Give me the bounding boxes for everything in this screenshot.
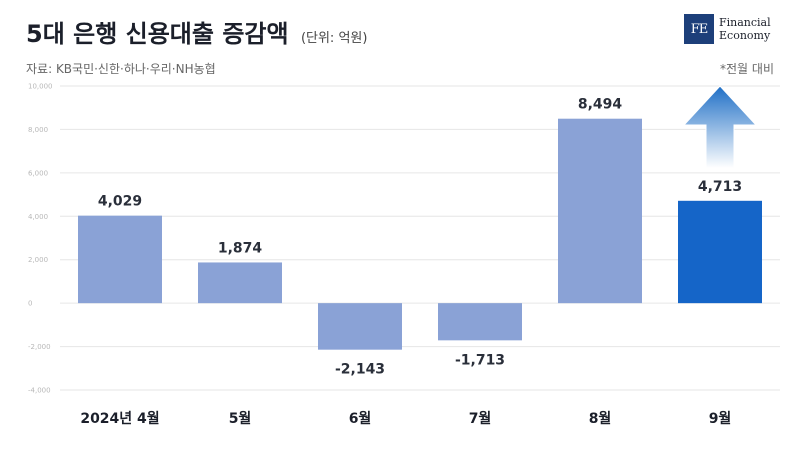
y-tick-label: 10,000 bbox=[28, 83, 53, 91]
y-tick-label: 6,000 bbox=[28, 169, 48, 177]
logo-line-1: Financial bbox=[719, 16, 771, 29]
y-tick-label: 8,000 bbox=[28, 126, 48, 134]
y-tick-label: -2,000 bbox=[28, 343, 51, 351]
y-tick-label: 2,000 bbox=[28, 256, 48, 264]
data-label: 4,029 bbox=[98, 194, 142, 210]
brand-logo: FE Financial Economy bbox=[684, 14, 771, 44]
bar bbox=[558, 118, 642, 304]
bar bbox=[198, 262, 282, 304]
x-tick-label: 9월 bbox=[709, 410, 732, 427]
bars bbox=[78, 118, 762, 350]
bar bbox=[678, 200, 762, 304]
source-note: 자료: KB국민·신한·하나·우리·NH농협 bbox=[26, 62, 216, 76]
y-tick-label: 4,000 bbox=[28, 213, 48, 221]
comparison-note: *전월 대비 bbox=[720, 62, 774, 76]
chart-title: 5대 은행 신용대출 증감액 (단위: 억원) bbox=[26, 14, 367, 49]
logo-line-2: Economy bbox=[719, 29, 771, 42]
logo-mark: FE bbox=[684, 14, 714, 44]
grid-lines: 10,000 8,000 6,000 4,000 2,000 0 -2,000 -4,000 bbox=[28, 83, 780, 395]
bar bbox=[78, 215, 162, 304]
data-label: -2,143 bbox=[335, 362, 385, 378]
title-text: 5대 은행 신용대출 증감액 bbox=[26, 20, 289, 48]
x-tick-label: 6월 bbox=[349, 410, 372, 427]
x-tick-label: 5월 bbox=[229, 410, 252, 427]
data-label: 1,874 bbox=[218, 240, 263, 256]
bar bbox=[438, 303, 522, 341]
up-arrow-icon bbox=[682, 85, 758, 169]
data-label: 8,494 bbox=[578, 97, 623, 113]
bar bbox=[318, 303, 402, 350]
data-label: -1,713 bbox=[455, 352, 505, 368]
y-tick-label: -4,000 bbox=[28, 387, 51, 395]
data-label: 4,713 bbox=[698, 179, 742, 195]
x-tick-label: 8월 bbox=[589, 410, 612, 427]
x-tick-label: 7월 bbox=[469, 410, 492, 427]
logo-wordmark: Financial Economy bbox=[719, 16, 771, 42]
labels: 4,029 2024년 4월 1,874 5월 -2,143 6월 -1,713 7월 8,49… bbox=[80, 97, 742, 427]
unit-label: (단위: 억원) bbox=[300, 31, 368, 46]
x-tick-label: 2024년 4월 bbox=[80, 410, 159, 427]
y-tick-label: 0 bbox=[28, 300, 32, 308]
